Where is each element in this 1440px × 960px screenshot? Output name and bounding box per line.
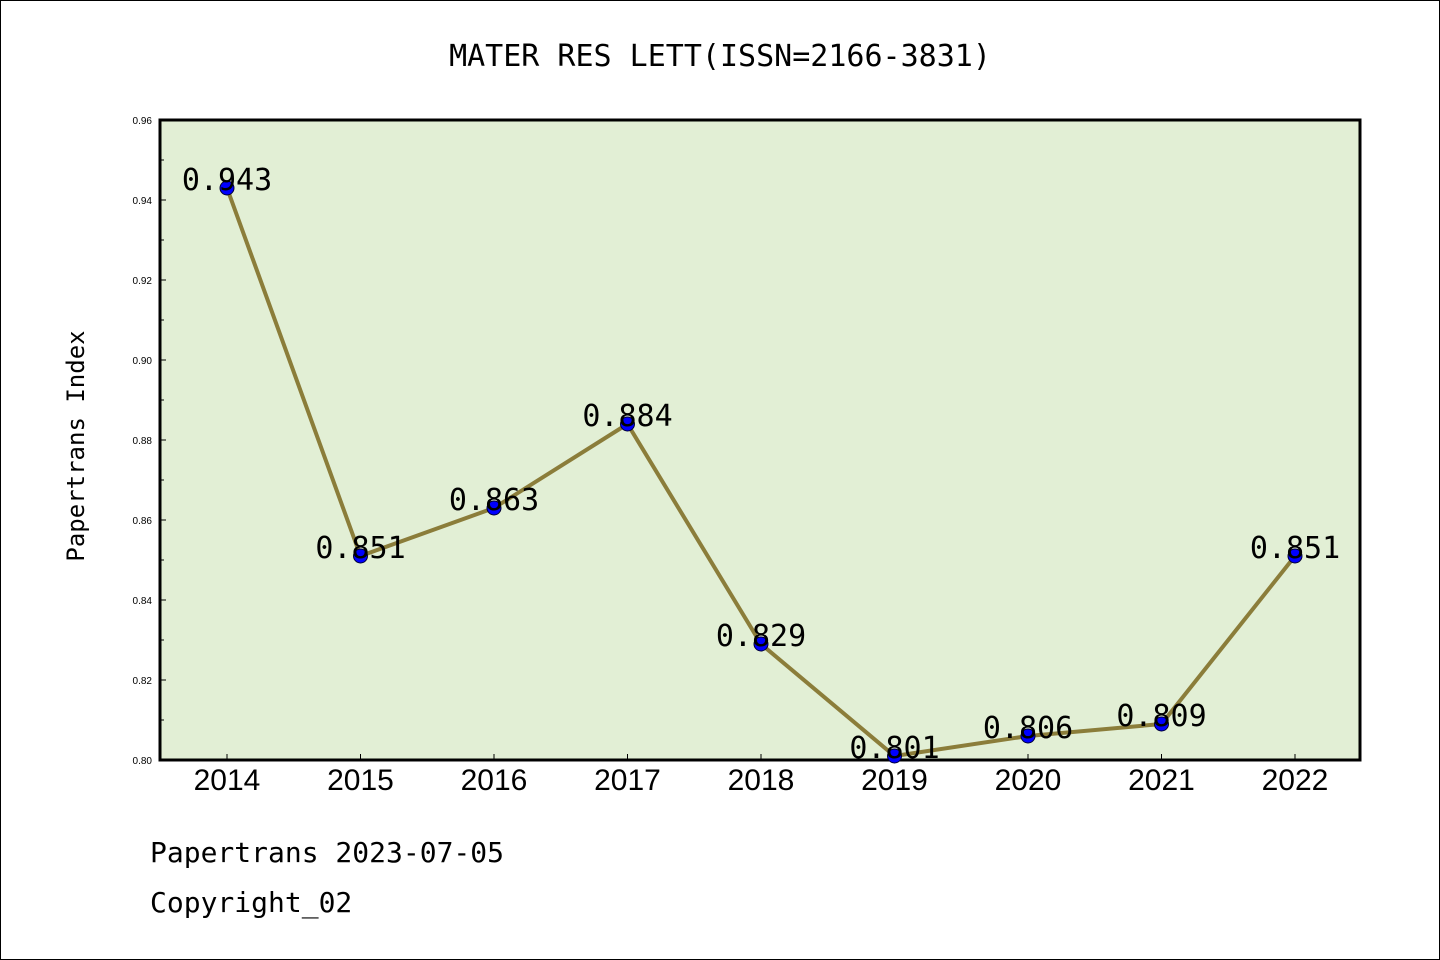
footer-date-text: Papertrans 2023-07-05 bbox=[150, 836, 505, 869]
data-labels: 0.943 0.851 0.863 0.884 0.829 0.801 0.806 0.809… bbox=[182, 163, 1340, 766]
data-point-marker bbox=[219, 180, 235, 196]
y-tick-label: 0.88 bbox=[133, 436, 153, 447]
data-point-marker bbox=[1020, 728, 1036, 744]
data-label: 0.809 bbox=[1116, 699, 1206, 734]
x-tick-label: 2015 bbox=[327, 764, 394, 797]
data-label: 0.943 bbox=[182, 163, 272, 198]
x-tick-label: 2017 bbox=[594, 764, 661, 797]
footer-copyright-text: Copyright_02 bbox=[150, 886, 353, 919]
data-label: 0.801 bbox=[849, 731, 939, 766]
y-tick-label: 0.84 bbox=[133, 596, 153, 607]
data-label: 0.863 bbox=[449, 483, 539, 518]
x-tick-label: 2022 bbox=[1262, 764, 1329, 797]
data-label: 0.851 bbox=[315, 531, 405, 566]
x-tick-label: 2016 bbox=[461, 764, 528, 797]
y-tick-label: 0.96 bbox=[133, 116, 153, 127]
data-point-marker bbox=[486, 500, 502, 516]
data-point-marker bbox=[353, 548, 368, 564]
y-tick-label: 0.86 bbox=[133, 516, 153, 527]
data-point-marker bbox=[620, 416, 635, 432]
y-tick-label: 0.92 bbox=[133, 276, 153, 287]
y-tick-label: 0.94 bbox=[133, 196, 153, 207]
data-point-marker bbox=[887, 748, 902, 764]
data-points bbox=[219, 180, 1303, 764]
x-tick-label: 2018 bbox=[728, 764, 795, 797]
x-tick-label: 2021 bbox=[1128, 764, 1195, 797]
data-label: 0.806 bbox=[983, 711, 1073, 746]
y-axis-label: Papertrans Index bbox=[62, 330, 90, 561]
data-label: 0.829 bbox=[716, 619, 806, 654]
chart-title: MATER RES LETT(ISSN=2166-3831) bbox=[449, 39, 991, 74]
data-point-marker bbox=[1287, 548, 1303, 564]
data-label: 0.884 bbox=[582, 399, 672, 434]
y-tick-label: 0.82 bbox=[133, 676, 153, 687]
x-tick-label: 2019 bbox=[861, 764, 928, 797]
y-tick-label: 0.90 bbox=[133, 356, 153, 367]
data-point-marker bbox=[1154, 716, 1169, 732]
x-axis-ticks: 2014 2015 2016 2017 2018 2019 2020 2021 2022 bbox=[194, 754, 1329, 797]
y-tick-label: 0.80 bbox=[133, 756, 153, 767]
data-label: 0.851 bbox=[1250, 531, 1340, 566]
x-tick-label: 2020 bbox=[995, 764, 1062, 797]
x-tick-label: 2014 bbox=[194, 764, 261, 797]
data-point-marker bbox=[753, 636, 769, 652]
plot-area bbox=[158, 118, 1362, 762]
y-axis-ticks: 0.80 0.82 0.84 0.86 0.88 0.90 0.92 0.94 0.96 bbox=[133, 116, 166, 767]
